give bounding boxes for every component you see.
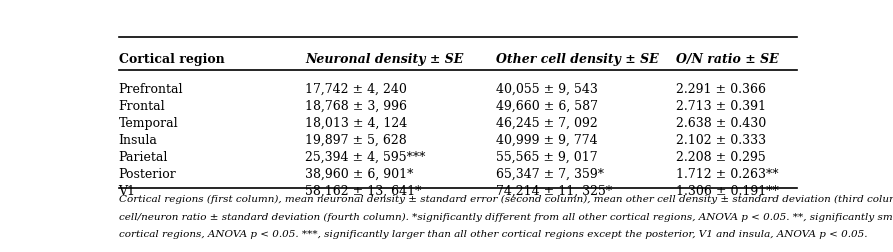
Text: 55,565 ± 9, 017: 55,565 ± 9, 017 xyxy=(496,150,597,163)
Text: Cortical region: Cortical region xyxy=(119,53,224,66)
Text: Other cell density ± SE: Other cell density ± SE xyxy=(496,53,658,66)
Text: cortical regions, ANOVA p < 0.05. ***, significantly larger than all other corti: cortical regions, ANOVA p < 0.05. ***, s… xyxy=(119,229,867,238)
Text: 2.291 ± 0.366: 2.291 ± 0.366 xyxy=(676,83,765,96)
Text: 2.713 ± 0.391: 2.713 ± 0.391 xyxy=(676,100,765,112)
Text: 74,214 ± 11, 325*: 74,214 ± 11, 325* xyxy=(496,184,612,197)
Text: 2.208 ± 0.295: 2.208 ± 0.295 xyxy=(676,150,765,163)
Text: 46,245 ± 7, 092: 46,245 ± 7, 092 xyxy=(496,116,597,129)
Text: O/N ratio ± SE: O/N ratio ± SE xyxy=(676,53,779,66)
Text: 1.306 ± 0.191**: 1.306 ± 0.191** xyxy=(676,184,779,197)
Text: cell/neuron ratio ± standard deviation (fourth column). *significantly different: cell/neuron ratio ± standard deviation (… xyxy=(119,212,893,221)
Text: 19,897 ± 5, 628: 19,897 ± 5, 628 xyxy=(305,133,407,146)
Text: 25,394 ± 4, 595***: 25,394 ± 4, 595*** xyxy=(305,150,426,163)
Text: Frontal: Frontal xyxy=(119,100,165,112)
Text: Parietal: Parietal xyxy=(119,150,168,163)
Text: 18,768 ± 3, 996: 18,768 ± 3, 996 xyxy=(305,100,407,112)
Text: 2.102 ± 0.333: 2.102 ± 0.333 xyxy=(676,133,766,146)
Text: 2.638 ± 0.430: 2.638 ± 0.430 xyxy=(676,116,766,129)
Text: Posterior: Posterior xyxy=(119,167,176,180)
Text: Neuronal density ± SE: Neuronal density ± SE xyxy=(305,53,463,66)
Text: 65,347 ± 7, 359*: 65,347 ± 7, 359* xyxy=(496,167,604,180)
Text: Temporal: Temporal xyxy=(119,116,179,129)
Text: 18,013 ± 4, 124: 18,013 ± 4, 124 xyxy=(305,116,408,129)
Text: Cortical regions (first column), mean neuronal density ± standard error (second : Cortical regions (first column), mean ne… xyxy=(119,194,893,203)
Text: 38,960 ± 6, 901*: 38,960 ± 6, 901* xyxy=(305,167,413,180)
Text: Prefrontal: Prefrontal xyxy=(119,83,183,96)
Text: 17,742 ± 4, 240: 17,742 ± 4, 240 xyxy=(305,83,407,96)
Text: 40,055 ± 9, 543: 40,055 ± 9, 543 xyxy=(496,83,597,96)
Text: V1: V1 xyxy=(119,184,136,197)
Text: 49,660 ± 6, 587: 49,660 ± 6, 587 xyxy=(496,100,597,112)
Text: 40,999 ± 9, 774: 40,999 ± 9, 774 xyxy=(496,133,597,146)
Text: 58,162 ± 13, 641*: 58,162 ± 13, 641* xyxy=(305,184,421,197)
Text: Insula: Insula xyxy=(119,133,157,146)
Text: 1.712 ± 0.263**: 1.712 ± 0.263** xyxy=(676,167,778,180)
